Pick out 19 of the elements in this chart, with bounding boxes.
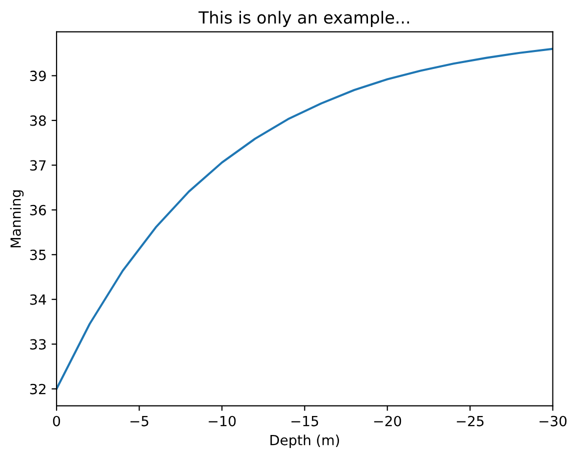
x-tick-label: 0 — [53, 416, 60, 426]
x-tick-label: −5 — [130, 416, 148, 426]
y-tick-label: 36 — [30, 204, 46, 216]
x-tick-label: −10 — [208, 416, 236, 426]
x-tick-label: −25 — [456, 416, 484, 426]
y-tick-label: 39 — [30, 70, 46, 82]
y-tick-label: 37 — [30, 160, 46, 171]
y-tick-label: 35 — [30, 250, 46, 260]
y-tick-label: 34 — [30, 294, 46, 305]
x-tick-label: −20 — [374, 416, 402, 426]
line-series — [56, 48, 553, 390]
y-tick-label: 32 — [30, 384, 46, 394]
chart-title: This is only an example... — [198, 10, 409, 27]
x-axis-title: Depth (m) — [270, 434, 340, 448]
y-axis-title: Manning — [10, 190, 24, 248]
y-tick-label: 33 — [30, 339, 46, 350]
y-tick-label: 38 — [30, 115, 46, 126]
x-tick-label: −15 — [291, 416, 318, 426]
x-tick-label: −30 — [540, 416, 566, 426]
